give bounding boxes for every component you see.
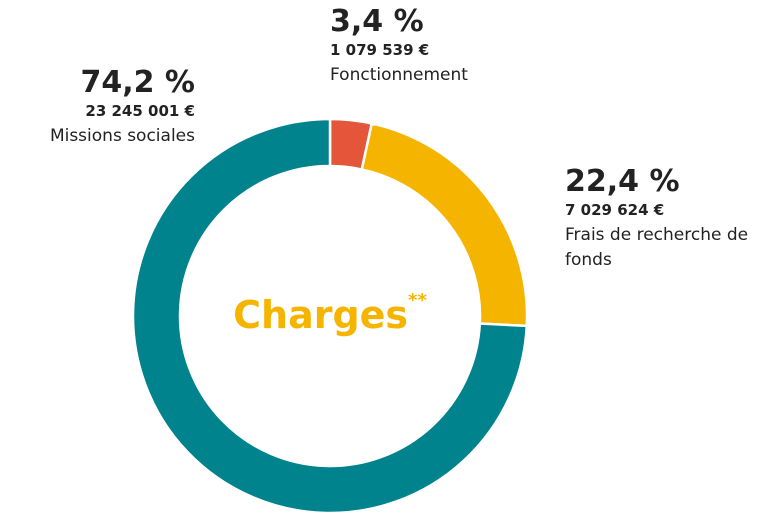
percent-label: 3,4 % <box>330 4 424 39</box>
slice-label: 22,4 % 7 029 624 € Frais de recherche de f… <box>565 164 780 274</box>
category-label: Frais de recherche de fonds <box>565 224 749 271</box>
center-label: Charges** <box>180 290 480 337</box>
percent-label: 22,4 % <box>565 164 680 199</box>
amount-label: 1 079 539 € <box>330 40 430 59</box>
amount-label: 23 245 001 € <box>85 101 195 120</box>
slice-label: 3,4 % 1 079 539 € Fonctionnement <box>330 4 468 88</box>
category-label: Fonctionnement <box>330 64 468 85</box>
center-note: ** <box>408 290 427 311</box>
percent-label: 74,2 % <box>80 65 195 100</box>
slice-label: 74,2 % 23 245 001 € Missions sociales <box>49 65 195 149</box>
center-title: Charges <box>233 293 409 337</box>
amount-label: 7 029 624 € <box>565 200 665 219</box>
category-label: Missions sociales <box>49 125 195 146</box>
